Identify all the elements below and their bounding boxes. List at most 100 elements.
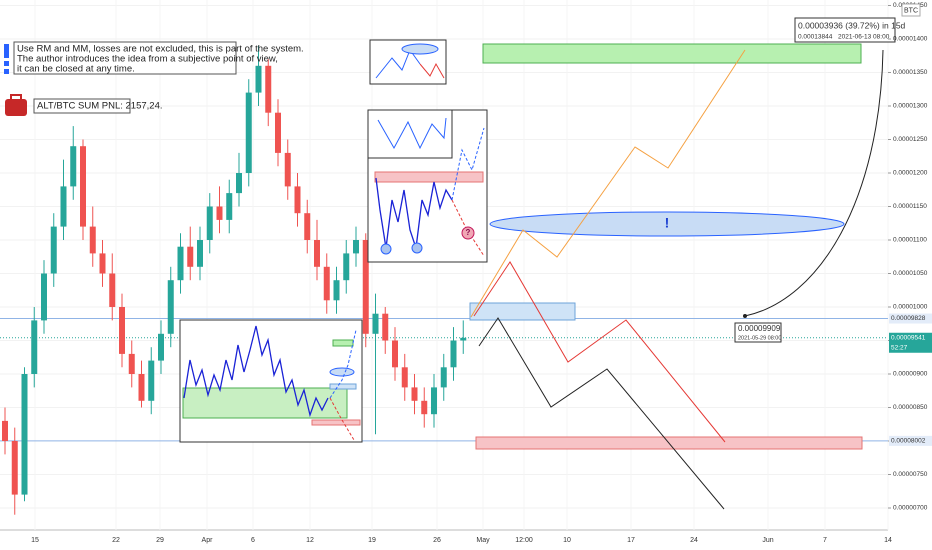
red-path — [473, 261, 726, 443]
inset-ellipse — [329, 367, 355, 377]
x-tick-label: May — [476, 537, 490, 544]
callout-price: 0.00013844 — [798, 34, 833, 41]
briefcase-handle — [10, 94, 22, 101]
orange-path — [470, 49, 746, 318]
inset-line — [377, 117, 447, 150]
candle-body — [275, 112, 281, 153]
candle-body — [372, 313, 379, 334]
candles — [2, 45, 467, 515]
callout-date: 2021-06-13 08:00 — [838, 34, 890, 41]
candle-body — [265, 65, 272, 113]
candle-body — [304, 213, 311, 240]
inset-zone — [374, 171, 484, 183]
candle-body — [382, 313, 389, 341]
inset-line — [375, 177, 453, 249]
note-line: it can be closed at any time. — [17, 64, 135, 75]
pnl-box — [33, 98, 131, 114]
candle-body — [60, 186, 67, 227]
unit-label: BTC — [904, 7, 918, 14]
price-tag — [889, 313, 932, 324]
x-tick-label: 26 — [433, 537, 441, 544]
candle-body — [431, 387, 437, 415]
note-mark — [4, 69, 9, 74]
candle-body — [421, 400, 428, 415]
x-tick-label: 6 — [251, 537, 255, 544]
ellipse — [489, 211, 845, 237]
candle-body — [99, 253, 106, 274]
y-tick-label: 0.00001350 — [893, 69, 928, 76]
briefcase-icon — [5, 99, 27, 116]
y-tick-label: 0.00000700 — [893, 505, 928, 512]
y-tick-label: 0.00001400 — [893, 36, 928, 43]
inset — [179, 319, 363, 443]
marker-text: ! — [665, 215, 670, 231]
inset-line — [329, 397, 355, 441]
candle-body — [31, 320, 38, 374]
entry-zone — [469, 302, 576, 321]
x-tick-label: 22 — [112, 537, 120, 544]
y-tick-label: 0.00001100 — [893, 237, 927, 244]
callout-box — [734, 322, 782, 343]
inset-line — [451, 127, 485, 201]
inset-zone — [332, 339, 354, 347]
y-tick-label: 0.00001300 — [893, 103, 928, 110]
candle-body — [197, 240, 203, 267]
callout-title: 0.00003936 (39.72%) in 15d — [798, 20, 906, 30]
target-zone — [482, 43, 862, 64]
inset-ellipse — [401, 43, 439, 55]
candle-body — [41, 273, 47, 321]
note-line: The author introduces the idea from a su… — [17, 54, 278, 65]
inset-line — [375, 48, 421, 79]
note-mark — [4, 61, 9, 66]
candle-body — [158, 333, 164, 361]
price-tag-label: 0.00008002 — [891, 438, 926, 445]
candle-body — [411, 387, 418, 401]
x-tick-label: 17 — [627, 537, 635, 544]
unit-box — [901, 3, 921, 17]
candle-body — [353, 240, 359, 254]
candle-body — [50, 226, 57, 274]
inset-zone — [329, 383, 357, 390]
curve-arrow — [744, 49, 884, 317]
candle-body — [450, 340, 457, 368]
last-price-label: 0.00009541 — [891, 334, 926, 341]
x-tick-label: 7 — [823, 537, 827, 544]
candle-body — [187, 246, 194, 267]
candle-body — [314, 240, 320, 267]
candle-body — [89, 226, 96, 254]
inset-zone — [311, 419, 361, 426]
question-text: ? — [466, 228, 471, 237]
callout-box — [794, 17, 896, 43]
y-tick-label: 0.00001150 — [893, 203, 927, 210]
note-box — [13, 41, 237, 75]
price-axis: 0.000014500.000014000.000013500.00001300… — [888, 2, 932, 512]
last-price-tag — [889, 332, 932, 353]
inset — [367, 109, 453, 159]
x-tick-label: 19 — [368, 537, 376, 544]
x-tick-label: Apr — [202, 537, 214, 544]
y-tick-label: 0.00001250 — [893, 136, 928, 143]
candle-body — [392, 340, 398, 368]
candle-body — [21, 374, 28, 495]
note-line: Use RM and MM, losses are not excluded, … — [17, 44, 304, 55]
candle-body — [284, 152, 291, 187]
anchor-dot — [743, 314, 747, 318]
note-mark — [4, 44, 9, 58]
x-tick-label: 14 — [884, 537, 892, 544]
candle-body — [343, 253, 350, 281]
x-tick-label: 24 — [690, 537, 698, 544]
price-tag-label: 0.00009828 — [891, 315, 926, 322]
x-tick-label: 10 — [563, 537, 571, 544]
inset-line — [329, 329, 357, 399]
candle-body — [138, 374, 145, 401]
candle-body — [440, 367, 447, 388]
candle-body — [294, 186, 301, 214]
inset-zone — [182, 387, 348, 419]
callout-price: 0.00009909 — [738, 324, 781, 333]
candle-body — [226, 193, 233, 220]
candle-body — [167, 280, 174, 334]
countdown: 52:27 — [891, 344, 908, 351]
y-tick-label: 0.00001000 — [893, 304, 928, 311]
candle-body — [245, 92, 252, 173]
